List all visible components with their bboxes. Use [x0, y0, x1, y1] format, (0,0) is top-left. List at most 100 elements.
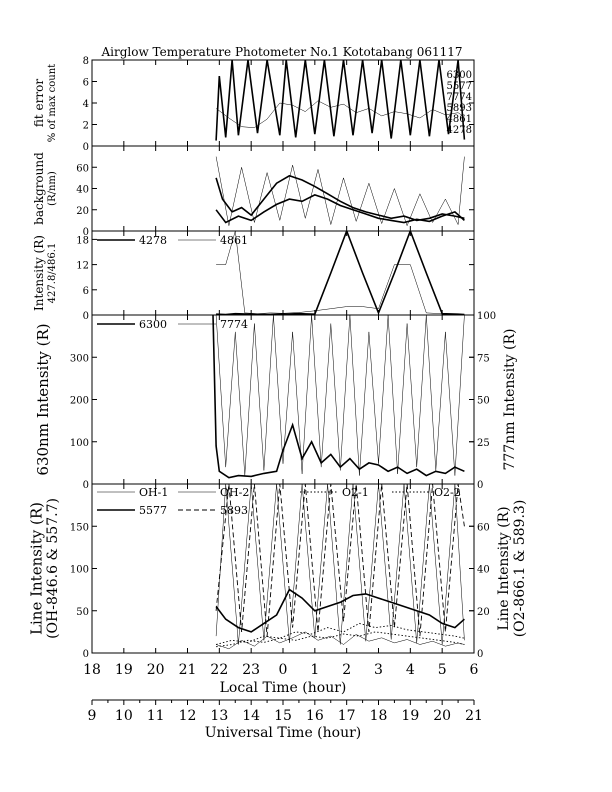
y-tick-label-right: 100: [477, 311, 496, 322]
y-tick-label: 100: [70, 565, 89, 576]
side-label: 5893: [447, 103, 472, 114]
legend-label-4861: 4861: [220, 234, 248, 247]
side-label: 6300: [447, 70, 472, 81]
y-tick-label: 150: [70, 522, 89, 533]
series-group: [212, 315, 465, 479]
y-axis-label-right: 777nm Intensity (R): [502, 328, 518, 470]
ut-tick-label: 18: [370, 708, 388, 724]
ut-tick-label: 21: [465, 708, 483, 724]
y-axis-label: % of max count: [47, 64, 58, 142]
y-tick-label: 40: [76, 185, 89, 196]
y-tick-label: 6: [83, 286, 89, 297]
series-line-line-intensity-3: [216, 631, 465, 648]
panel-intensity-6300-7774: 0 100 200 300 0 25 50 75 100 630nm Intensity (R) 7…: [34, 311, 518, 491]
panel-fit-error: 0 2 4 6 8 fit error% of max count 630055777774…: [32, 56, 475, 153]
legend-label-O2-1: O2-1: [342, 486, 369, 499]
panel-intensity-4278-4861: 0 6 12 18 Intensity (R) 427.8/486.1 4278 4861: [32, 230, 475, 322]
ut-tick-label: 9: [88, 708, 97, 724]
series-group: [215, 156, 465, 227]
local-time-tick-label: 4: [406, 662, 415, 678]
series-line-background-2: [215, 156, 465, 227]
ut-tick-label: 10: [115, 708, 133, 724]
local-time-tick-label: 5: [438, 662, 447, 678]
y-tick-label: 300: [70, 353, 89, 364]
series-line-intensity-4278-4861-1: [216, 231, 465, 315]
y-axis-label: (R/nm): [47, 171, 58, 206]
series-line-fit-error-1: [215, 100, 465, 128]
y-tick-label: 0: [83, 142, 89, 153]
ut-tick-label: 16: [306, 708, 324, 724]
series-line-intensity-4278-4861-0: [216, 231, 465, 315]
legend-label-O2-2: O2-2: [434, 486, 461, 499]
legend-label-OH-1: OH-1: [139, 486, 168, 499]
series-group: [216, 231, 465, 315]
y-tick-label: 8: [83, 56, 89, 67]
local-time-tick-label: 6: [470, 662, 479, 678]
y-tick-label-right: 50: [477, 396, 490, 407]
side-label: 4278: [447, 125, 472, 136]
y-tick-label: 18: [76, 235, 89, 246]
ut-tick-label: 12: [179, 708, 197, 724]
y-tick-label: 200: [70, 396, 89, 407]
ut-tick-label: 17: [338, 708, 356, 724]
series-line-intensity-6300-7774-1: [215, 315, 465, 476]
chart-title: Airglow Temperature Photometer No.1 Koto…: [100, 45, 462, 59]
legend-label-5893: 5893: [220, 504, 248, 517]
y-tick-label-right: 60: [477, 522, 490, 533]
panel-background: 0 20 40 60 background (R/nm): [32, 145, 475, 238]
local-time-tick-label: 18: [83, 662, 101, 678]
series-line-intensity-6300-7774-0: [212, 315, 465, 479]
ut-tick-label: 19: [401, 708, 419, 724]
legend-label-OH-2: OH-2: [220, 486, 249, 499]
ut-tick-label: 20: [433, 708, 451, 724]
y-tick-label: 0: [83, 480, 89, 491]
y-tick-label: 60: [76, 163, 89, 174]
local-time-tick-label: 1: [310, 662, 319, 678]
panel-frame: [91, 145, 475, 232]
y-axis-label: 630nm Intensity (R): [34, 323, 52, 475]
y-tick-label-right: 0: [477, 480, 483, 491]
local-time-tick-label: 0: [279, 662, 288, 678]
local-time-tick-label: 19: [115, 662, 133, 678]
y-tick-label: 50: [76, 607, 89, 618]
series-line-line-intensity-0: [215, 484, 465, 645]
ut-tick-label: 11: [147, 708, 165, 724]
ut-tick-label: 14: [242, 708, 260, 724]
y-tick-label: 12: [76, 261, 89, 272]
side-label: 7774: [447, 92, 472, 103]
series-group: [215, 60, 466, 141]
y-axis-label: Line Intensity (R): [28, 502, 46, 635]
y-axis-label-right: Line Intensity (R): [496, 506, 512, 630]
side-label: 4861: [447, 114, 472, 125]
local-time-tick-label: 2: [342, 662, 351, 678]
local-time-tick-label: 20: [147, 662, 165, 678]
series-line-line-intensity-2: [215, 622, 465, 645]
y-tick-label-right: 75: [477, 353, 490, 364]
series-line-background-0: [215, 174, 465, 222]
side-label: 5577: [447, 81, 472, 92]
series-line-line-intensity-4: [215, 588, 465, 633]
local-time-tick-label: 23: [242, 662, 260, 678]
ut-tick-label: 15: [274, 708, 292, 724]
legend-label-5577: 5577: [139, 504, 167, 517]
y-tick-label: 6: [83, 78, 89, 89]
ut-tick-label: 13: [210, 708, 228, 724]
local-time-tick-label: 3: [374, 662, 383, 678]
y-tick-label: 0: [83, 649, 89, 660]
series-group: [215, 484, 465, 650]
y-axis-label: Intensity (R): [32, 235, 46, 311]
legend-label-7774: 7774: [220, 318, 248, 331]
series-line-line-intensity-1: [216, 631, 465, 650]
y-tick-label: 0: [83, 311, 89, 322]
legend-label-4278: 4278: [139, 234, 167, 247]
y-tick-label: 100: [70, 438, 89, 449]
y-axis-label: background: [32, 152, 46, 225]
y-tick-label: 0: [83, 227, 89, 238]
local-time-tick-label: 22: [210, 662, 228, 678]
y-tick-label: 2: [83, 121, 89, 132]
y-tick-label-right: 25: [477, 438, 490, 449]
